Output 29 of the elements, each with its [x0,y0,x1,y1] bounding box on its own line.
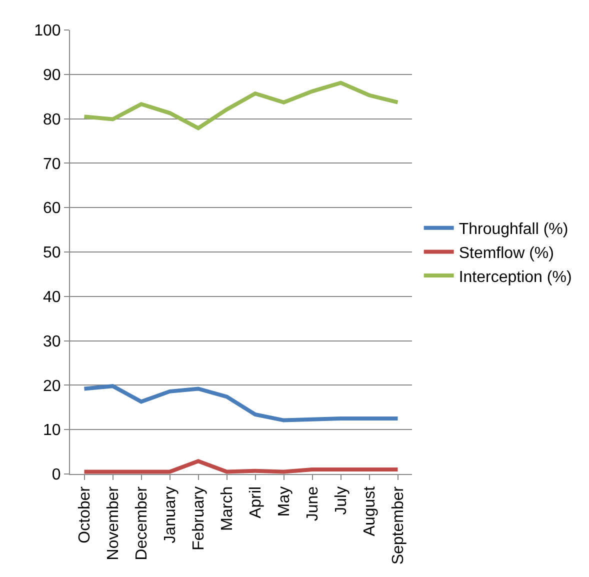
x-tick-label: May [276,486,293,517]
y-tick-label: 20 [43,378,61,395]
y-tick-label: 60 [43,200,61,218]
x-tick-label: October [76,486,94,544]
x-tick-label: March [218,486,236,531]
y-tick-label: 10 [43,422,61,440]
y-tick-label: 100 [34,22,61,40]
y-tick-label: 80 [43,111,61,128]
x-tick-label: February [190,486,208,550]
legend-label: Interception (%) [458,268,572,286]
y-tick-label: 30 [43,333,61,350]
line-series [82,80,400,130]
x-tick-label: April [247,486,264,518]
x-tick-label: July [332,486,350,515]
x-tick-label: August [361,486,378,536]
x-tick-label: November [104,486,122,560]
y-tick-label: 50 [43,244,61,262]
x-tick-label: September [390,486,407,565]
y-tick-label: 70 [43,156,61,173]
line-series [82,384,400,422]
x-tick-label: June [304,486,322,522]
legend-label: Throughfall (%) [458,221,568,238]
x-tick-label: December [133,486,150,560]
y-tick-label: 90 [43,67,61,84]
line-series [82,459,400,474]
y-tick-label: 0 [52,466,61,484]
y-tick-label: 40 [43,289,61,306]
x-tick-label: January [162,486,179,544]
legend-label: Stemflow (%) [458,244,554,262]
